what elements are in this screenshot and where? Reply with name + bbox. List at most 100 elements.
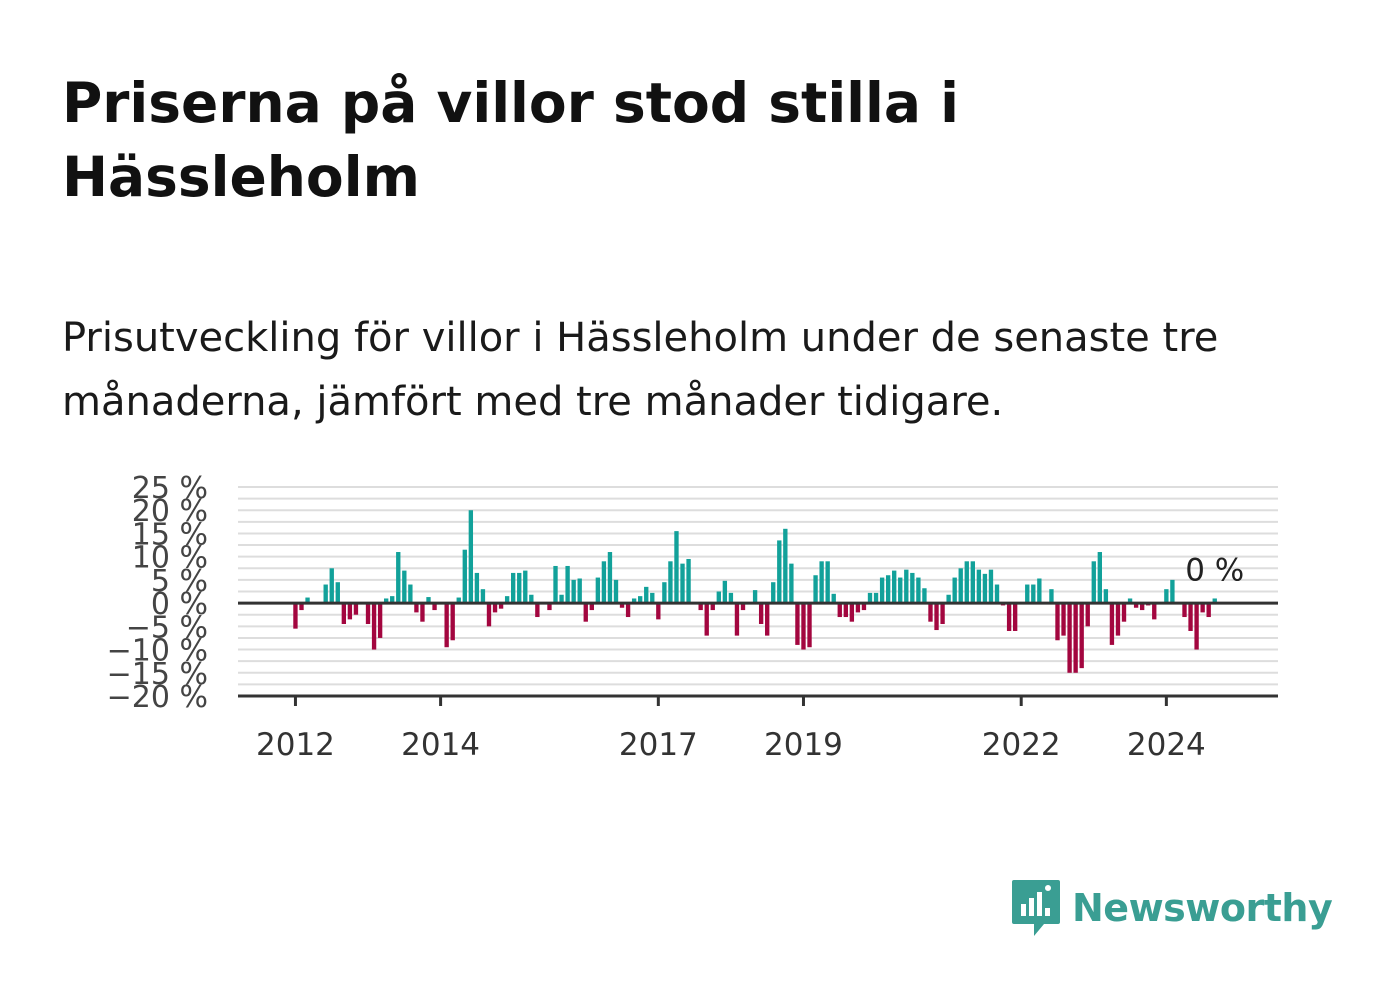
bar <box>892 570 897 604</box>
bar <box>329 568 334 604</box>
bar <box>1049 589 1054 604</box>
bar <box>831 593 836 604</box>
bar <box>922 588 927 604</box>
bar <box>710 603 715 611</box>
bar <box>547 603 552 611</box>
bar <box>341 603 347 625</box>
bar <box>1037 578 1042 604</box>
bar <box>722 580 728 604</box>
bar <box>625 603 631 618</box>
bar <box>1133 603 1139 608</box>
bar <box>879 577 885 604</box>
y-tick-label: 15 % <box>132 517 208 552</box>
last-value-label: 0 % <box>1185 552 1244 588</box>
bar <box>849 603 855 622</box>
bar <box>1200 603 1205 613</box>
y-tick-label: 25 % <box>132 471 208 506</box>
bar <box>807 603 812 648</box>
y-tick-label: −10 % <box>107 634 208 669</box>
bar <box>716 591 721 604</box>
bar <box>390 596 395 604</box>
bar <box>377 603 383 638</box>
bar <box>571 579 576 604</box>
bar <box>904 569 909 604</box>
bar <box>468 510 474 604</box>
bar <box>1170 579 1175 604</box>
bar <box>752 590 758 604</box>
bar <box>535 603 540 618</box>
bar <box>371 603 377 650</box>
bar <box>867 592 873 604</box>
bar <box>1061 603 1066 636</box>
bar <box>553 565 558 604</box>
bar <box>758 603 764 625</box>
bar <box>492 603 498 613</box>
brand-name: Newsworthy <box>1072 886 1333 930</box>
bar <box>994 584 1000 604</box>
bar <box>795 603 800 645</box>
bar <box>771 582 776 604</box>
bar <box>511 572 516 604</box>
bar <box>517 572 522 604</box>
bar <box>1103 589 1109 604</box>
bar <box>934 603 939 631</box>
bar <box>1091 561 1096 604</box>
bar <box>783 528 788 604</box>
bar <box>704 603 709 636</box>
bar <box>940 603 945 625</box>
bar <box>384 598 389 604</box>
bar <box>432 603 437 611</box>
bar <box>910 572 915 604</box>
bar <box>1194 603 1199 650</box>
bar <box>450 603 455 641</box>
bar <box>1012 603 1018 631</box>
bar <box>414 603 419 613</box>
bar <box>420 603 425 622</box>
bar <box>668 561 673 604</box>
newsworthy-logo-icon <box>1012 880 1060 936</box>
bar <box>1055 603 1060 641</box>
bar <box>559 594 564 604</box>
bar <box>855 603 861 613</box>
bar <box>777 540 782 604</box>
bar <box>1121 603 1127 622</box>
bar <box>353 603 359 615</box>
x-tick-label: 2022 <box>982 727 1061 763</box>
bar <box>529 594 534 604</box>
bar <box>299 603 304 611</box>
bar <box>765 603 770 636</box>
bar <box>595 577 601 604</box>
bar <box>396 552 401 604</box>
x-tick-label: 2014 <box>401 727 480 763</box>
bar <box>335 582 340 604</box>
bar <box>613 579 619 604</box>
bar <box>946 594 951 604</box>
bar <box>1006 603 1012 631</box>
bar <box>674 531 679 604</box>
y-tick-label: −15 % <box>107 657 208 692</box>
bar <box>952 577 957 604</box>
y-tick-label: 10 % <box>132 541 208 576</box>
bar <box>402 570 407 604</box>
bar <box>734 603 740 636</box>
bar <box>1206 603 1211 618</box>
bar <box>1025 584 1030 604</box>
bar <box>988 569 994 604</box>
bar <box>1097 552 1102 604</box>
chart-title: Priserna på villor stod stilla i Hässleh… <box>62 71 959 209</box>
bar <box>819 561 824 604</box>
bar <box>577 578 582 604</box>
x-tick-label: 2017 <box>619 727 698 763</box>
newsworthy-logo[interactable]: Newsworthy <box>1010 878 1333 938</box>
bar <box>861 603 867 611</box>
bar <box>408 584 413 604</box>
bar <box>607 552 613 604</box>
bar <box>1079 603 1084 669</box>
bar <box>680 563 685 604</box>
bar <box>728 592 734 604</box>
bar <box>480 589 486 604</box>
chart-subtitle: Prisutveckling för villor i Hässleholm u… <box>62 315 1219 425</box>
bar <box>1152 603 1157 620</box>
x-tick-label: 2012 <box>256 727 335 763</box>
bar <box>1067 603 1072 673</box>
